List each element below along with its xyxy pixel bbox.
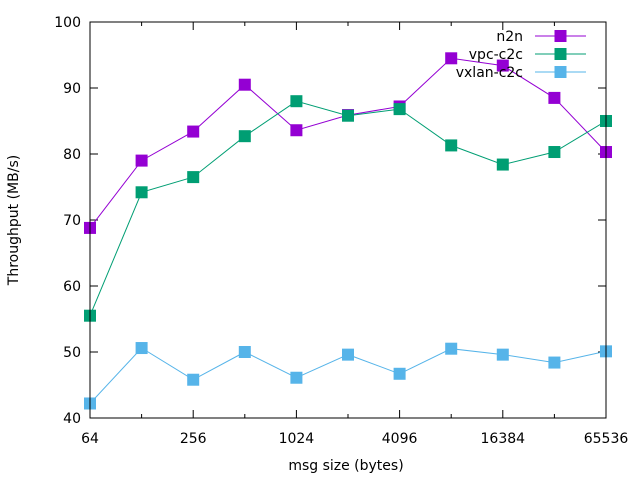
data-point-vxlan-c2c bbox=[342, 348, 354, 361]
x-tick-label: 16384 bbox=[481, 431, 526, 447]
y-tick-label: 100 bbox=[54, 15, 81, 31]
y-tick-label: 60 bbox=[63, 279, 81, 295]
data-point-vxlan-c2c bbox=[135, 342, 148, 355]
data-point-n2n bbox=[290, 124, 303, 137]
data-point-vpc-c2c bbox=[187, 171, 200, 184]
x-tick-label: 65536 bbox=[584, 431, 629, 447]
data-point-n2n bbox=[238, 78, 251, 91]
y-tick-label: 90 bbox=[63, 81, 81, 97]
y-tick-label: 70 bbox=[63, 213, 81, 229]
data-point-n2n bbox=[187, 125, 200, 138]
x-axis-title: msg size (bytes) bbox=[288, 458, 403, 474]
data-point-vpc-c2c bbox=[496, 158, 509, 171]
legend-marker bbox=[554, 48, 567, 60]
data-point-vpc-c2c bbox=[445, 139, 458, 152]
data-point-vxlan-c2c bbox=[187, 373, 200, 386]
y-tick-label: 40 bbox=[63, 411, 81, 427]
plot-frame bbox=[89, 21, 607, 419]
data-point-vxlan-c2c bbox=[445, 342, 458, 355]
x-tick-label: 1024 bbox=[279, 431, 315, 447]
data-point-vpc-c2c bbox=[342, 109, 354, 122]
data-point-vxlan-c2c bbox=[238, 346, 251, 358]
legend-marker bbox=[554, 30, 567, 42]
data-point-vpc-c2c bbox=[135, 186, 148, 199]
data-point-n2n bbox=[135, 154, 148, 167]
series-line-n2n bbox=[89, 57, 607, 229]
series-line-vpc-c2c bbox=[89, 100, 607, 316]
series-vxlan-c2c bbox=[84, 342, 612, 410]
series-n2n bbox=[84, 52, 612, 234]
legend-item-vxlan-c2c: vxlan-c2c bbox=[456, 65, 586, 81]
data-point-vpc-c2c bbox=[238, 130, 251, 143]
data-point-vxlan-c2c bbox=[496, 348, 509, 361]
data-point-n2n bbox=[496, 59, 509, 72]
legend: n2n vpc-c2c vxlan-c2c bbox=[456, 29, 586, 81]
y-axis-title: Throughput (MB/s) bbox=[6, 155, 22, 286]
x-tick-label: 4096 bbox=[382, 431, 418, 447]
legend-item-n2n: n2n bbox=[496, 29, 586, 45]
series-layer bbox=[84, 52, 612, 410]
legend-marker bbox=[554, 66, 567, 78]
y-tick-label: 80 bbox=[63, 147, 81, 163]
data-point-vxlan-c2c bbox=[290, 371, 303, 384]
data-point-vxlan-c2c bbox=[548, 356, 561, 369]
data-point-n2n bbox=[445, 52, 458, 65]
legend-label: vxlan-c2c bbox=[456, 65, 523, 81]
x-tick-label: 256 bbox=[180, 431, 207, 447]
data-point-n2n bbox=[548, 91, 561, 104]
y-tick-label: 50 bbox=[63, 345, 81, 361]
series-vpc-c2c bbox=[84, 95, 612, 322]
data-point-vxlan-c2c bbox=[393, 367, 406, 380]
data-point-vpc-c2c bbox=[393, 103, 406, 116]
data-point-vpc-c2c bbox=[548, 146, 561, 159]
legend-label: n2n bbox=[496, 29, 523, 45]
tick-labels: 40 50 60 70 80 90 100 64 256 1024 4096 16384 65536 bbox=[54, 15, 628, 447]
data-point-vpc-c2c bbox=[290, 95, 303, 108]
legend-label: vpc-c2c bbox=[469, 47, 523, 63]
legend-item-vpc-c2c: vpc-c2c bbox=[469, 47, 586, 63]
x-tick-label: 64 bbox=[81, 431, 99, 447]
